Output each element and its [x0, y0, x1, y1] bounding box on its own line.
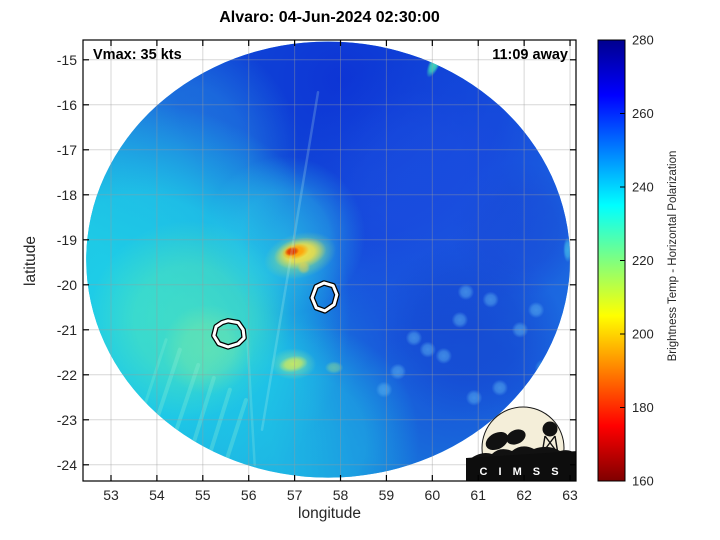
x-tick-label: 62	[516, 487, 532, 503]
x-tick-label: 57	[287, 487, 303, 503]
colorbar-tick-label: 260	[632, 106, 654, 121]
colorbar: 160 180 200 220 240 260 280	[597, 33, 654, 489]
y-tick-label: -21	[57, 322, 77, 338]
y-tick-label: -22	[57, 367, 77, 383]
bt-feature	[419, 341, 436, 358]
x-tick-label: 55	[195, 487, 211, 503]
bt-feature	[563, 237, 571, 263]
bt-feature	[297, 261, 311, 275]
grid-lines	[83, 40, 576, 481]
bt-feature	[375, 381, 393, 398]
y-tick-label: -20	[57, 277, 77, 293]
x-tick-label: 63	[562, 487, 578, 503]
x-axis-label: longitude	[298, 505, 361, 522]
colorbar-tick-label: 160	[632, 474, 654, 489]
colorbar-tick-label: 200	[632, 327, 654, 342]
y-axis-label: latitude	[22, 236, 39, 286]
logo-banner	[466, 451, 576, 481]
y-tick-label: -19	[57, 232, 77, 248]
colorbar-tick-label: 280	[632, 33, 654, 48]
contour-core	[212, 319, 246, 349]
x-tick-label: 56	[241, 487, 257, 503]
tick-labels: 53 54 55 56 57 58 59 60 61 62 63 -15 -16 -17 -18 -19 -20…	[57, 52, 578, 503]
bt-feature	[527, 301, 545, 319]
bt-feature	[511, 321, 529, 338]
x-tick-label: 59	[379, 487, 395, 503]
y-tick-label: -17	[57, 142, 77, 158]
y-tick-label: -18	[57, 187, 77, 203]
bt-feature	[204, 156, 366, 314]
logo-text: C I M S S	[479, 466, 562, 478]
colorbar-label: Brightness Temp - Horizontal Polarizatio…	[667, 150, 679, 362]
scan-streak	[260, 90, 320, 431]
bt-feature	[451, 311, 469, 328]
y-tick-label: -15	[57, 52, 77, 68]
y-tick-label: -23	[57, 412, 77, 428]
bt-feature	[324, 361, 344, 374]
x-tick-label: 54	[149, 487, 165, 503]
colorbar-tick-label: 180	[632, 400, 654, 415]
ice-scattering-contours	[211, 280, 340, 350]
satellite-dish-icon	[485, 431, 509, 451]
axes-frame	[82, 39, 577, 482]
bt-feature	[457, 283, 475, 301]
scan-streak	[245, 328, 256, 467]
vmax-annotation: Vmax: 35 kts	[93, 47, 182, 63]
satellite-dish-icon	[506, 429, 526, 445]
bt-feature	[465, 389, 483, 406]
contour-core	[310, 281, 339, 313]
x-tick-label: 60	[425, 487, 441, 503]
colorbar-tick-label: 240	[632, 180, 654, 195]
time-away-annotation: 11:09 away	[492, 47, 568, 63]
cimss-logo: C I M S S	[466, 406, 576, 481]
bt-feature	[180, 322, 420, 478]
bt-feature	[284, 246, 300, 257]
x-tick-label: 53	[103, 487, 119, 503]
bt-feature	[482, 291, 499, 308]
plot-title: Alvaro: 04-Jun-2024 02:30:00	[219, 9, 440, 26]
bt-feature	[328, 89, 512, 270]
bt-feature	[278, 355, 308, 373]
water-tower-icon	[542, 421, 558, 437]
y-tick-label: -24	[57, 457, 77, 473]
x-tick-label: 58	[333, 487, 349, 503]
x-tick-label: 61	[470, 487, 486, 503]
colorbar-tick-label: 220	[632, 253, 654, 268]
bt-feature	[405, 329, 423, 346]
y-tick-label: -16	[57, 97, 77, 113]
bt-feature	[389, 363, 407, 380]
bt-feature	[491, 379, 509, 396]
bt-feature	[435, 347, 453, 364]
